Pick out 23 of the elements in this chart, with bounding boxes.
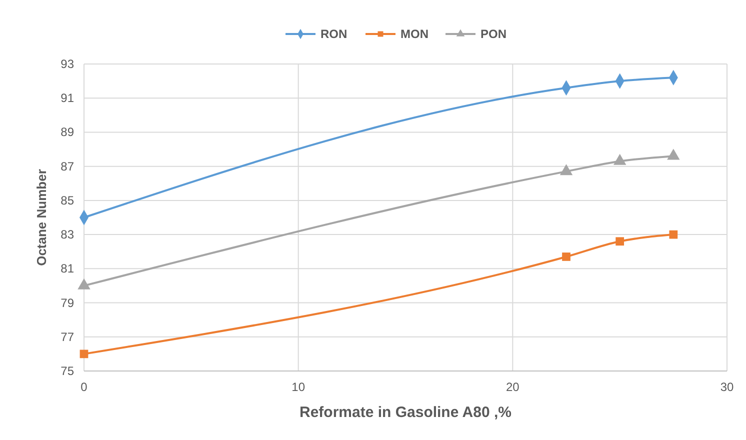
legend-label: PON xyxy=(480,27,507,41)
y-tick-label: 87 xyxy=(60,159,74,174)
x-axis-title: Reformate in Gasoline A80 ,% xyxy=(299,404,512,421)
point xyxy=(616,237,624,246)
point xyxy=(562,252,570,261)
legend-label: RON xyxy=(320,27,348,41)
y-tick-label: 91 xyxy=(60,91,74,106)
y-tick-label: 79 xyxy=(60,296,74,310)
legend-label: MON xyxy=(400,27,428,41)
x-tick-label: 10 xyxy=(292,380,306,394)
y-tick-label: 93 xyxy=(60,57,74,71)
y-tick-label: 83 xyxy=(60,228,74,242)
y-tick-label: 77 xyxy=(60,330,74,344)
y-axis-title: Octane Number xyxy=(34,169,49,266)
point xyxy=(669,230,678,239)
x-tick-label: 30 xyxy=(720,380,734,394)
y-tick-label: 75 xyxy=(60,364,74,378)
y-tick-label: 89 xyxy=(60,125,74,140)
y-tick-label: 85 xyxy=(60,193,74,208)
y-tick-label: 81 xyxy=(60,262,74,276)
x-tick-label: 20 xyxy=(506,380,520,394)
x-tick-label: 0 xyxy=(80,380,88,394)
point xyxy=(80,350,88,358)
